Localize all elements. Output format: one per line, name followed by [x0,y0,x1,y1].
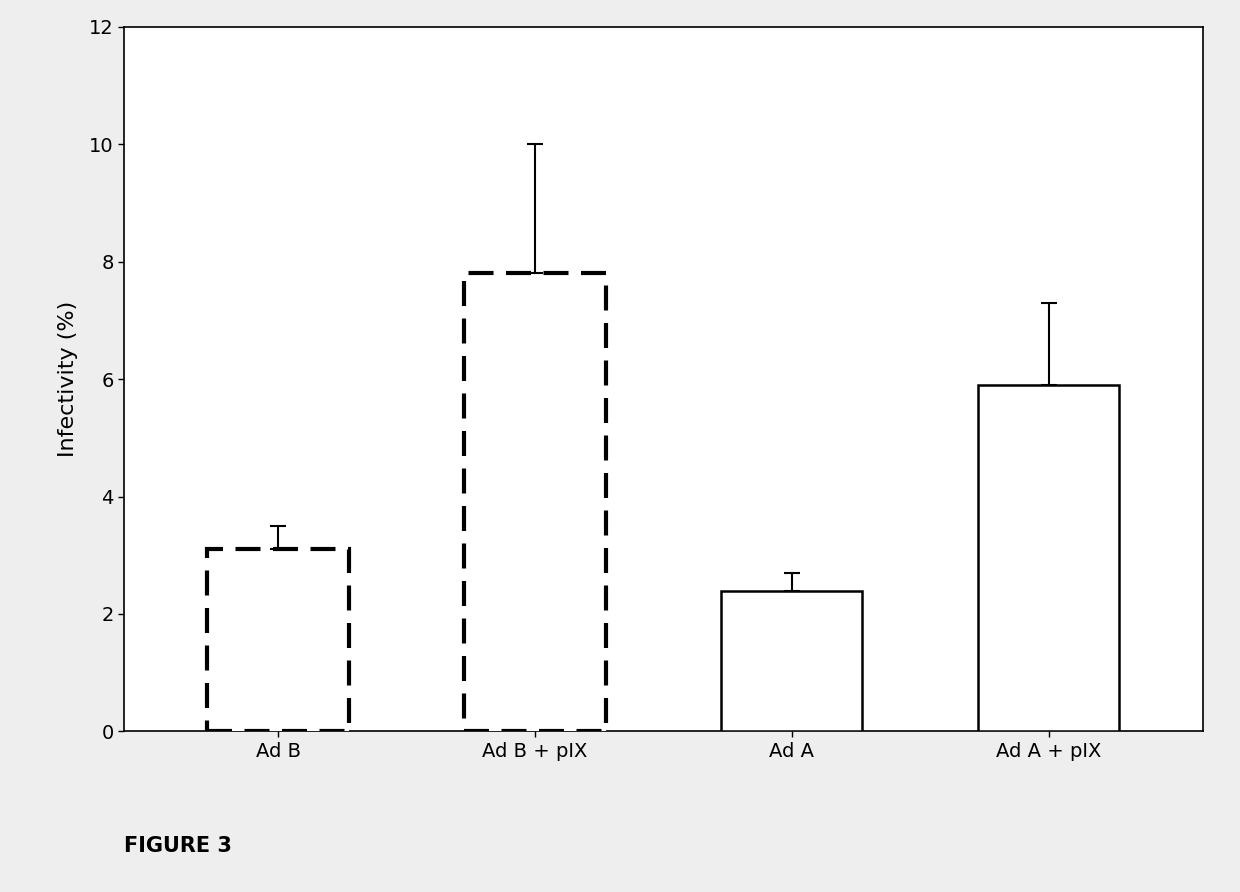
Bar [722,591,863,731]
Bar [978,385,1120,731]
Y-axis label: Infectivity (%): Infectivity (%) [58,301,78,458]
Bar [207,549,348,731]
Text: FIGURE 3: FIGURE 3 [124,837,232,856]
Bar [464,273,605,731]
